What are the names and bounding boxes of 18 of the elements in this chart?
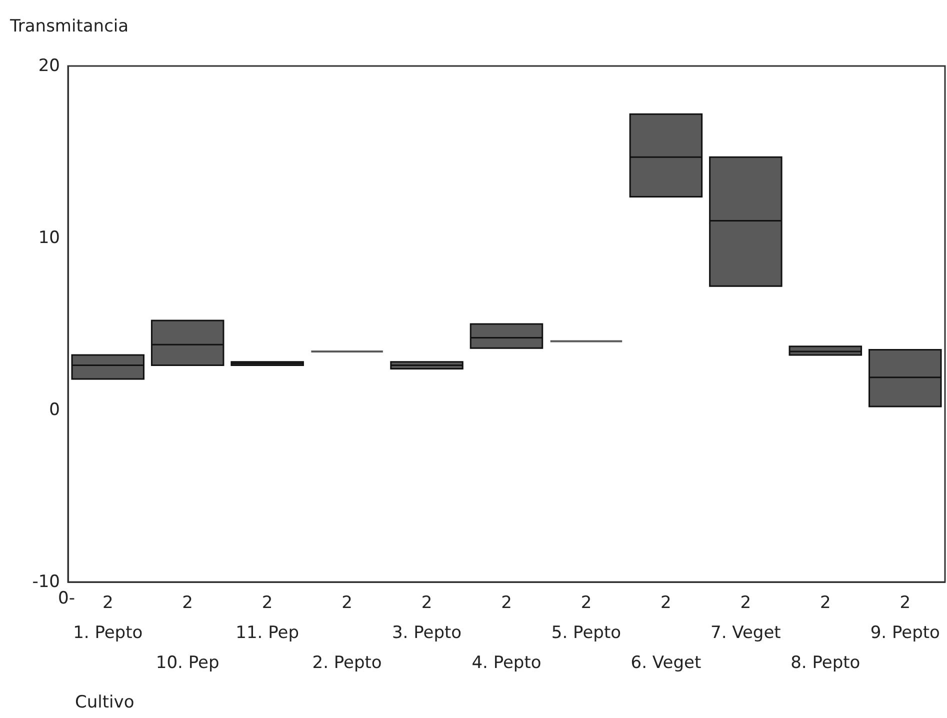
category-label: 2 8. Pepto [790, 593, 860, 673]
x-axis-title: Cultivo [75, 692, 134, 712]
category-label: 2 10. Pep [156, 593, 220, 673]
x-tick-label: 2 3. Pepto [392, 593, 462, 643]
y-tick-label: 10 [38, 228, 60, 248]
x-tick-label: 2 1. Pepto [73, 593, 143, 643]
category-label: 2 4. Pepto [472, 593, 542, 673]
y-axis-title: Transmitancia [9, 16, 129, 36]
x-tick-label: 2 9. Pepto [870, 593, 940, 643]
y-tick-label: 20 [38, 56, 60, 76]
y-tick-label: 0 [49, 400, 60, 420]
category-label: 2 2. Pepto [312, 593, 382, 673]
y-tick-label: -10 [32, 572, 60, 592]
text: 0- [58, 588, 75, 608]
x-tick-label: 2 7. Veget [710, 593, 782, 643]
category-label: 2 6. Veget [630, 593, 702, 673]
x-tick-label: 2 5. Pepto [551, 593, 622, 643]
x-tick-label: 2 11. Pep [236, 593, 299, 643]
